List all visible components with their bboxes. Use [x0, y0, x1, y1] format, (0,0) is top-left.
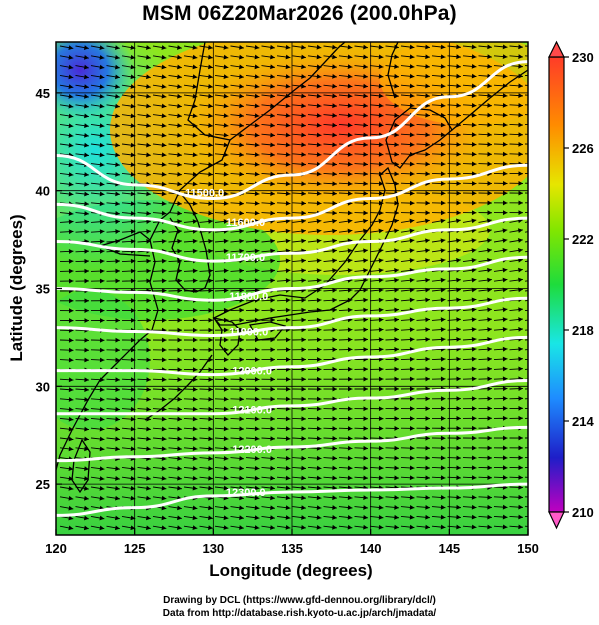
russia-coastline: [229, 42, 346, 141]
korea-coastline: [169, 194, 211, 293]
height-contours: [56, 60, 528, 517]
colorbar-tick-label: 214: [572, 414, 594, 429]
height-contour-line: [56, 335, 528, 377]
colorbar-min-triangle: [548, 511, 565, 530]
x-tick-label: 150: [517, 541, 539, 556]
height-contour-labels: 11500.0 11600.0 11700.0 11800.0 11900.0 12000…: [185, 188, 272, 499]
contour-label: 12000.0: [232, 366, 272, 378]
x-tick-label: 120: [45, 541, 67, 556]
contour-label: 11700.0: [226, 252, 265, 264]
x-tick-label: 140: [360, 541, 382, 556]
y-tick-label: 35: [36, 282, 50, 297]
x-axis-ticks: 120 125 130 135 140 145 150: [45, 529, 539, 556]
contour-label: 11800.0: [229, 291, 268, 303]
y-tick-label: 25: [36, 477, 50, 492]
x-axis-label: Longitude (degrees): [209, 561, 372, 580]
contour-label: 12300.0: [226, 487, 266, 499]
height-contour-line: [56, 216, 528, 263]
colorbar-gradient: [548, 56, 565, 513]
x-tick-label: 125: [124, 541, 146, 556]
height-contour-line: [56, 163, 528, 232]
x-tick-label: 145: [438, 541, 460, 556]
contour-label: 12200.0: [232, 444, 272, 456]
credit-drawing: Drawing by DCL (https://www.gfd-dennou.o…: [163, 595, 436, 606]
height-contour-line: [56, 255, 528, 302]
hokkaido-coastline: [385, 107, 453, 169]
height-contour-line: [56, 378, 528, 416]
height-contour-line: [56, 60, 528, 201]
colorbar-max-triangle: [548, 40, 565, 58]
x-tick-label: 135: [281, 541, 303, 556]
colorbar-ticks: 230 226 222 218 214 210: [564, 50, 594, 520]
y-axis-label: Latitude (degrees): [7, 214, 26, 361]
colorbar-tick-label: 210: [572, 505, 594, 520]
y-tick-label: 45: [36, 86, 50, 101]
map-title: MSM 06Z20Mar2026 (200.0hPa): [142, 2, 457, 25]
kuril-islands: [451, 69, 528, 131]
colorbar-tick-label: 222: [572, 232, 594, 247]
colorbar: 230 226 222 218 214 210: [548, 40, 594, 530]
x-tick-label: 130: [202, 541, 224, 556]
colorbar-tick-label: 226: [572, 141, 594, 156]
contour-label: 12100.0: [232, 405, 272, 417]
y-tick-label: 40: [36, 184, 50, 199]
colorbar-tick-label: 218: [572, 323, 594, 338]
colorbar-tick-label: 230: [572, 50, 594, 65]
y-tick-label: 30: [36, 379, 50, 394]
contour-label: 11500.0: [185, 188, 224, 200]
height-contour-line: [56, 296, 528, 337]
shandong-coastline: [98, 231, 151, 257]
contour-label: 11900.0: [229, 326, 268, 338]
contour-label: 11600.0: [226, 217, 265, 229]
height-contour-line: [56, 425, 528, 463]
credit-data: Data from http://database.rish.kyoto-u.a…: [162, 608, 437, 619]
y-axis-ticks: 25 30 35 40 45: [36, 86, 62, 492]
shikoku-coastline: [248, 321, 287, 341]
height-contour-line: [56, 482, 528, 517]
